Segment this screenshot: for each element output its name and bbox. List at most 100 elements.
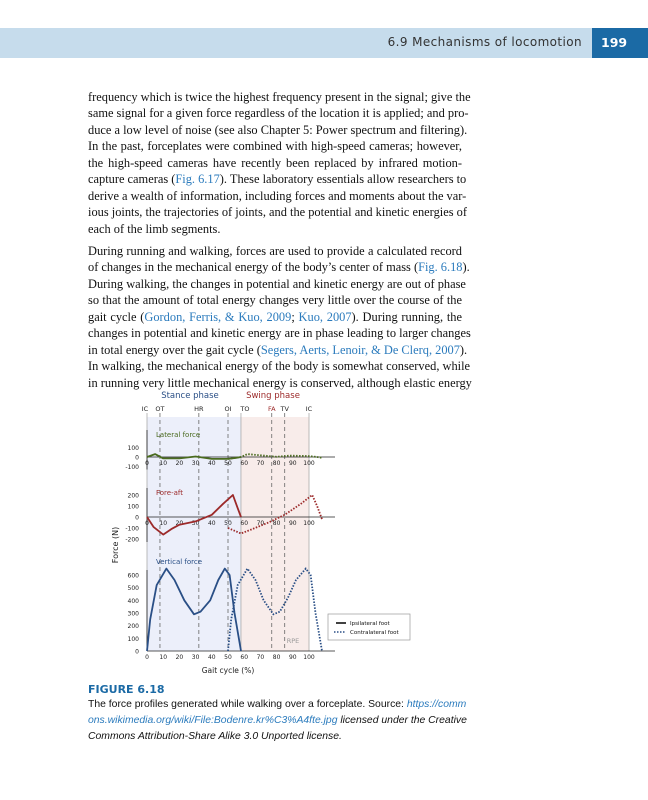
x-tick-label: 20: [176, 520, 184, 527]
text-line: derive a wealth of information, includin…: [88, 188, 466, 204]
paragraph-2: During running and walking, forces are u…: [88, 243, 472, 391]
x-tick-label: 30: [192, 654, 200, 661]
x-tick-label: 30: [192, 520, 200, 527]
ipsilateral-series: [146, 567, 242, 652]
text-line: the high-speed cameras have recently bee…: [88, 155, 462, 171]
y-tick-label: 0: [135, 515, 139, 522]
x-tick-label: 80: [273, 520, 281, 527]
event-label: OT: [155, 405, 164, 413]
caption-source-link[interactable]: https://commons.wikimedia.org/wiki/File:…: [88, 699, 467, 726]
text-segment: ).: [462, 260, 470, 275]
text-line: in total energy over the gait cycle (Seg…: [88, 342, 467, 358]
legend-contralateral: Contralateral foot: [350, 630, 399, 636]
x-tick-label: 70: [257, 460, 265, 467]
swing-phase-shading: [240, 417, 309, 651]
text-line: same signal for a given force regardless…: [88, 105, 469, 121]
figure-6-18-chart: Stance phase Swing phase IC OT HR OI TO FA TV IC L…: [111, 391, 411, 675]
figure-label: FIGURE 6.18: [88, 683, 165, 696]
x-tick-label: 40: [208, 520, 216, 527]
legend-ipsilateral: Ipsilateral foot: [350, 621, 391, 627]
y-tick-label: -100: [125, 526, 139, 533]
caption-text: The force profiles generated while walki…: [88, 699, 407, 710]
reference-link[interactable]: Gordon, Ferris, & Kuo, 2009: [144, 309, 292, 324]
x-tick-label: 100: [303, 460, 315, 467]
x-tick-label: 0: [145, 460, 149, 467]
ipsilateral-series: [146, 453, 242, 460]
y-tick-label: 600: [128, 572, 140, 579]
x-tick-label: 40: [208, 654, 216, 661]
text-line: In the past, forceplates were combined w…: [88, 138, 462, 154]
text-line: capture cameras (Fig. 6.17). These labor…: [88, 171, 466, 187]
text-segment: changes in potential and kinetic energy …: [88, 326, 471, 341]
contralateral-series: [227, 566, 323, 652]
reference-link[interactable]: Segers, Aerts, Lenoir, & De Clerq, 2007: [260, 342, 460, 357]
x-tick-label: 50: [224, 460, 232, 467]
text-segment: the high-speed cameras have recently bee…: [88, 155, 462, 170]
page-number: 199: [592, 28, 648, 58]
text-segment: each of the limb segments.: [88, 221, 221, 236]
x-tick-label: 20: [176, 654, 184, 661]
text-line: During running and walking, forces are u…: [88, 243, 462, 259]
text-segment: gait cycle (: [88, 309, 145, 324]
event-label: HR: [194, 405, 204, 413]
y-tick-label: 0: [135, 455, 139, 462]
x-tick-label: 30: [192, 460, 200, 467]
x-tick-label: 80: [273, 654, 281, 661]
text-segment: In the past, forceplates were combined w…: [88, 139, 462, 154]
x-tick-label: 0: [145, 520, 149, 527]
text-line: In walking, the mechanical energy of the…: [88, 358, 470, 374]
x-tick-label: 50: [224, 654, 232, 661]
text-segment: ). These laboratory essentials allow res…: [219, 172, 467, 187]
x-tick-label: 0: [145, 654, 149, 661]
text-segment: ).: [459, 342, 468, 357]
x-tick-label: 10: [159, 654, 167, 661]
y-tick-label: -200: [125, 537, 139, 544]
x-tick-label: 60: [240, 460, 248, 467]
text-segment: capture cameras (: [88, 172, 176, 187]
x-tick-label: 90: [289, 460, 297, 467]
reference-link[interactable]: Fig. 6.18: [418, 260, 463, 275]
x-tick-label: 90: [289, 654, 297, 661]
text-line: changes in potential and kinetic energy …: [88, 325, 471, 341]
y-tick-label: 100: [128, 636, 140, 643]
x-axis-label: Gait cycle (%): [202, 666, 255, 675]
panel-title: Lateral force: [156, 431, 200, 439]
y-tick-label: 400: [128, 598, 140, 605]
x-tick-label: 10: [159, 460, 167, 467]
event-label: IC: [142, 405, 149, 413]
caption-license: licensed under the Creative Commons Attr…: [88, 715, 467, 742]
x-tick-label: 40: [208, 460, 216, 467]
x-tick-label: 60: [240, 654, 248, 661]
x-tick-label: 60: [240, 520, 248, 527]
text-segment: in running very little mechanical energy…: [88, 375, 472, 390]
rpe-watermark: RPE: [287, 637, 300, 645]
reference-link[interactable]: Fig. 6.17: [175, 172, 220, 187]
y-tick-label: 500: [128, 585, 140, 592]
text-segment: In walking, the mechanical energy of the…: [88, 359, 471, 374]
panel-title: Vertical force: [156, 558, 202, 566]
running-header: 6.9 Mechanisms of locomotion: [0, 28, 592, 58]
y-tick-label: 100: [128, 504, 140, 511]
y-tick-label: 200: [128, 493, 140, 500]
text-line: gait cycle (Gordon, Ferris, & Kuo, 2009;…: [88, 309, 462, 325]
text-line: duce a low level of noise (see also Chap…: [88, 122, 467, 138]
x-tick-label: 10: [159, 520, 167, 527]
text-segment: duce a low level of noise (see also Chap…: [88, 122, 468, 137]
panel-title: Fore-aft: [156, 489, 183, 497]
event-label: TO: [239, 405, 249, 413]
x-tick-label: 100: [303, 520, 315, 527]
x-tick-label: 90: [289, 520, 297, 527]
text-segment: ious joints, the trajectories of joints,…: [88, 205, 467, 220]
text-segment: ). During running, the: [351, 309, 462, 324]
text-segment: During running and walking, forces are u…: [88, 244, 462, 258]
y-axis-label: Force (N): [111, 527, 120, 563]
x-tick-label: 70: [257, 654, 265, 661]
reference-link[interactable]: Kuo, 2007: [298, 309, 352, 324]
x-tick-label: 70: [257, 520, 265, 527]
ipsilateral-series: [146, 494, 242, 536]
text-segment: in total energy over the gait cycle (: [88, 342, 261, 357]
y-tick-label: 0: [135, 649, 139, 656]
text-line: each of the limb segments.: [88, 221, 462, 237]
stance-phase-label: Stance phase: [161, 391, 219, 401]
section-title: 6.9 Mechanisms of locomotion: [387, 35, 582, 49]
